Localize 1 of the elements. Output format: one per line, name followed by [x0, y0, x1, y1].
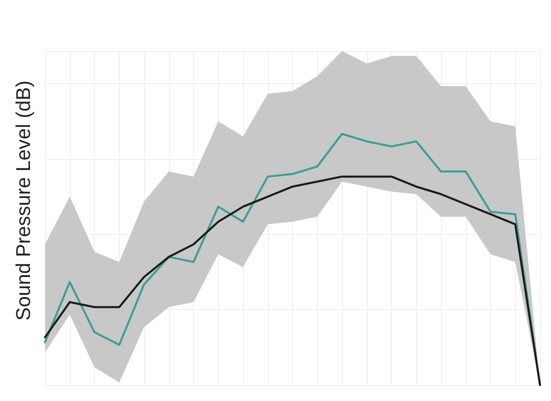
y-axis-title: Sound Pressure Level (dB): [13, 80, 35, 321]
